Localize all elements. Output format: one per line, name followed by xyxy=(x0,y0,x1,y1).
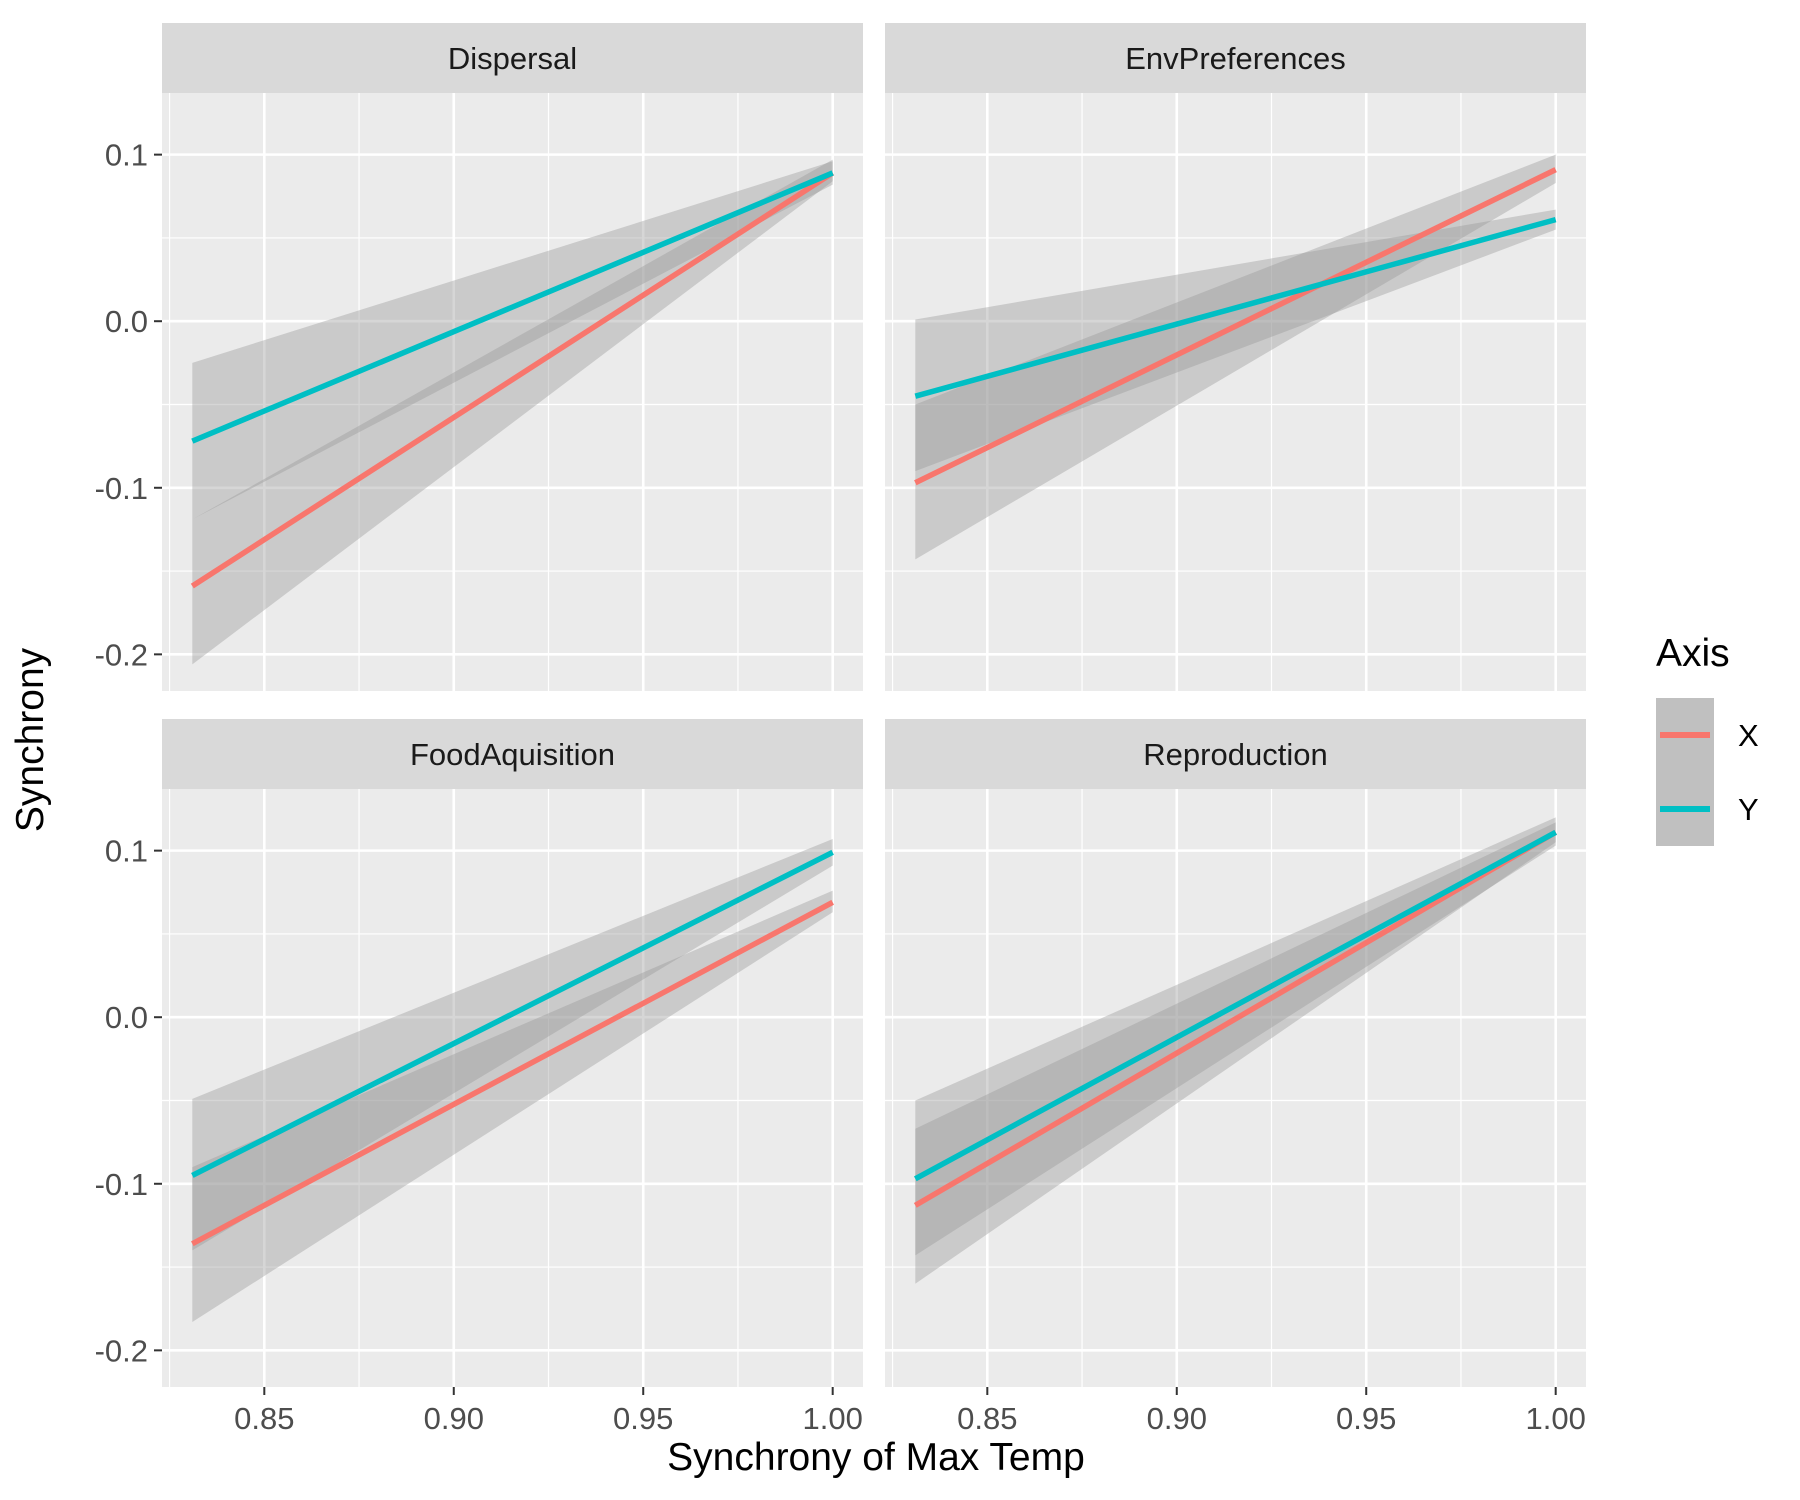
ci-ribbon-x xyxy=(915,822,1556,1284)
x-axis: 0.85 0.90 0.95 1.00 0.85 0.90 0.95 1.00 xyxy=(234,1387,1586,1436)
x-tick-label: 0.90 xyxy=(1147,1401,1207,1436)
series-line-y xyxy=(914,829,1557,1182)
x-tick-label: 0.85 xyxy=(957,1401,1017,1436)
series-line-x xyxy=(914,167,1557,486)
ci-ribbon-y xyxy=(192,838,833,1251)
x-tick-label: 0.95 xyxy=(1336,1401,1396,1436)
panel-title: FoodAquisition xyxy=(410,737,615,772)
y-tick-label: -0.1 xyxy=(95,1167,148,1202)
x-axis-title: Synchrony of Max Temp xyxy=(667,1436,1085,1479)
series-line-x xyxy=(913,829,1558,1208)
panel-envpreferences: EnvPreferences xyxy=(885,23,1586,691)
panel-dispersal: Dispersal xyxy=(162,23,863,691)
panels-layer: Dispersal EnvPreferences FoodAquisition Rep… xyxy=(162,23,1586,1387)
panel-background xyxy=(885,93,1586,691)
panel-strip xyxy=(162,23,863,93)
ci-ribbon-x xyxy=(915,154,1556,560)
panel-reproduction: Reproduction xyxy=(885,719,1586,1387)
series-line-x xyxy=(191,899,834,1247)
panel-title: Dispersal xyxy=(448,41,577,76)
y-tick-label: -0.2 xyxy=(95,637,148,672)
legend-title: Axis xyxy=(1656,632,1730,675)
panel-strip xyxy=(885,23,1586,93)
legend: Axis X Y xyxy=(1656,632,1759,846)
y-tick-label: 0.1 xyxy=(105,834,148,869)
panel-background xyxy=(885,789,1586,1387)
ci-ribbon-x xyxy=(192,890,833,1323)
x-tick-label: 1.00 xyxy=(803,1401,863,1436)
ci-ribbon-y xyxy=(192,161,833,520)
y-axis: -0.2 -0.1 0.0 0.1 -0.2 -0.1 0.0 0.1 xyxy=(95,138,162,1368)
y-tick-label: 0.0 xyxy=(105,1000,148,1035)
x-tick-label: 0.95 xyxy=(613,1401,673,1436)
y-tick-label: -0.1 xyxy=(95,471,148,506)
legend-label-y: Y xyxy=(1738,792,1759,827)
y-tick-label: -0.2 xyxy=(95,1333,148,1368)
panel-strip xyxy=(885,719,1586,789)
panel-background xyxy=(162,93,863,691)
panel-background xyxy=(162,789,863,1387)
series-line-x xyxy=(190,170,835,589)
panel-title: Reproduction xyxy=(1143,737,1327,772)
y-axis-title: Synchrony xyxy=(9,647,52,832)
panel-strip xyxy=(162,719,863,789)
x-tick-label: 0.85 xyxy=(234,1401,294,1436)
series-line-y xyxy=(191,170,834,444)
panel-foodaquisition: FoodAquisition xyxy=(162,719,863,1387)
ci-ribbon-x xyxy=(192,159,833,665)
legend-label-x: X xyxy=(1738,718,1759,753)
panel-title: EnvPreferences xyxy=(1125,41,1346,76)
series-line-y xyxy=(191,849,834,1178)
y-tick-label: 0.1 xyxy=(105,138,148,173)
x-tick-label: 0.90 xyxy=(424,1401,484,1436)
series-line-y xyxy=(914,216,1557,399)
y-tick-label: 0.0 xyxy=(105,304,148,339)
x-tick-label: 1.00 xyxy=(1526,1401,1586,1436)
